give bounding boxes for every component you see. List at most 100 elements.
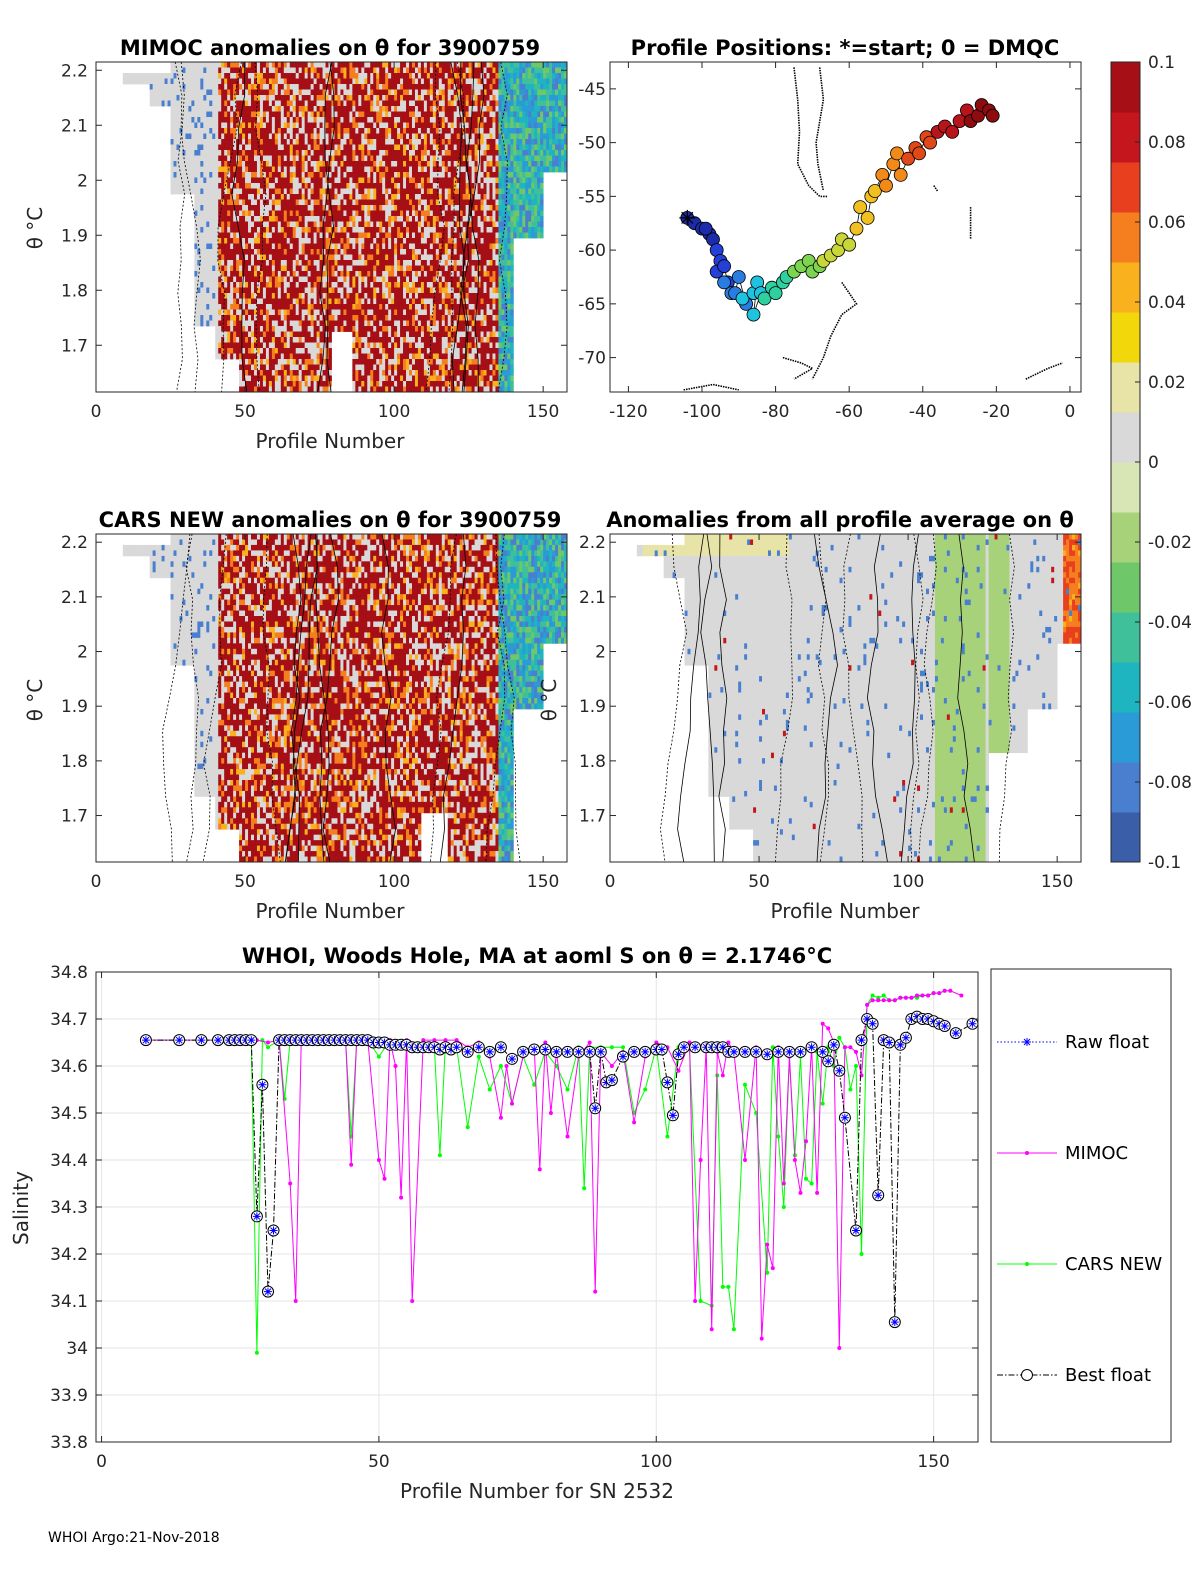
heatmap-cell — [233, 315, 237, 321]
heatmap-cell — [221, 337, 225, 343]
heatmap-cell — [370, 309, 374, 316]
heatmap-cell — [277, 172, 282, 178]
heatmap-cell — [409, 265, 413, 272]
heatmap-cell — [328, 298, 332, 305]
heatmap-cell — [212, 172, 216, 178]
heatmap-cell — [358, 282, 362, 288]
heatmap-cell — [316, 95, 320, 101]
heatmap-cell — [400, 205, 404, 211]
heatmap-cell — [334, 194, 338, 200]
heatmap-cell — [268, 364, 273, 371]
heatmap-cell — [411, 348, 416, 354]
heatmap-cell — [397, 265, 401, 272]
heatmap-cell — [382, 106, 386, 112]
heatmap-cell — [361, 84, 365, 90]
heatmap-cell — [370, 166, 374, 173]
heatmap-cell — [358, 106, 362, 112]
heatmap-cell — [379, 348, 383, 354]
heatmap-cell — [423, 67, 428, 74]
heatmap-cell — [289, 194, 294, 200]
heatmap-cell — [248, 67, 252, 74]
heatmap-cell — [191, 188, 195, 195]
heatmap-cell — [259, 375, 264, 382]
heatmap-cell — [358, 386, 362, 393]
heatmap-cell — [438, 84, 443, 90]
heatmap-cell — [310, 78, 315, 85]
heatmap-cell — [221, 183, 225, 189]
heatmap-cell — [248, 315, 252, 321]
heatmap-cell — [286, 337, 291, 343]
heatmap-cell — [164, 73, 168, 79]
heatmap-cell — [268, 293, 273, 299]
heatmap-cell — [203, 232, 207, 239]
heatmap-cell — [373, 342, 377, 349]
heatmap-cell — [406, 243, 410, 250]
heatmap-cell — [209, 144, 213, 151]
heatmap-cell — [364, 364, 368, 371]
heatmap-cell — [355, 62, 359, 68]
heatmap-cell — [277, 106, 282, 112]
heatmap-cell — [397, 386, 401, 393]
heatmap-cell — [316, 293, 320, 299]
heatmap-cell — [361, 221, 365, 228]
heatmap-cell — [304, 254, 309, 261]
heatmap-cell — [417, 353, 422, 360]
heatmap-cell — [128, 73, 133, 79]
heatmap-cell — [364, 84, 368, 90]
heatmap-cell — [343, 243, 347, 250]
heatmap-cell — [224, 89, 228, 96]
heatmap-cell — [295, 210, 300, 217]
heatmap-cell — [191, 89, 195, 96]
heatmap-cell — [414, 276, 419, 283]
heatmap-cell — [209, 78, 213, 85]
heatmap-cell — [343, 111, 347, 118]
heatmap-cell — [271, 62, 276, 68]
heatmap-cell — [221, 353, 225, 360]
heatmap-cell — [343, 89, 347, 96]
heatmap-cell — [346, 315, 350, 321]
heatmap-cell — [256, 243, 261, 250]
heatmap-cell — [242, 342, 246, 349]
heatmap-cell — [400, 150, 404, 156]
heatmap-cell — [239, 78, 243, 85]
heatmap-cell — [325, 370, 329, 376]
heatmap-cell — [352, 243, 356, 250]
heatmap-cell — [382, 166, 386, 173]
heatmap-cell — [328, 238, 332, 244]
heatmap-cell — [370, 320, 374, 327]
heatmap-cell — [274, 122, 279, 129]
heatmap-cell — [406, 249, 410, 255]
heatmap-cell — [301, 183, 306, 189]
heatmap-cell — [385, 271, 389, 277]
heatmap-cell — [301, 111, 306, 118]
heatmap-cell — [256, 364, 261, 371]
heatmap-cell — [271, 276, 276, 283]
heatmap-cell — [352, 287, 356, 294]
heatmap-cell — [209, 128, 213, 134]
heatmap-cell — [423, 337, 428, 343]
heatmap-cell — [420, 84, 425, 90]
heatmap-cell — [271, 177, 276, 184]
heatmap-cell — [388, 337, 392, 343]
heatmap-cell — [376, 183, 380, 189]
heatmap-cell — [328, 293, 332, 299]
heatmap-cell — [364, 227, 368, 233]
heatmap-cell — [245, 232, 249, 239]
heatmap-cell — [423, 386, 428, 393]
heatmap-cell — [429, 293, 434, 299]
heatmap-cell — [197, 133, 201, 140]
heatmap-cell — [423, 348, 428, 354]
heatmap-cell — [236, 342, 240, 349]
heatmap-cell — [307, 84, 312, 90]
heatmap-cell — [248, 370, 252, 376]
heatmap-cell — [188, 106, 192, 112]
heatmap-cell — [286, 183, 291, 189]
heatmap-cell — [414, 73, 419, 79]
heatmap-cell — [438, 188, 443, 195]
heatmap-cell — [233, 144, 237, 151]
heatmap-cell — [212, 309, 216, 316]
heatmap-cell — [385, 183, 389, 189]
heatmap-cell — [295, 84, 300, 90]
heatmap-cell — [251, 298, 255, 305]
heatmap-cell — [370, 210, 374, 217]
